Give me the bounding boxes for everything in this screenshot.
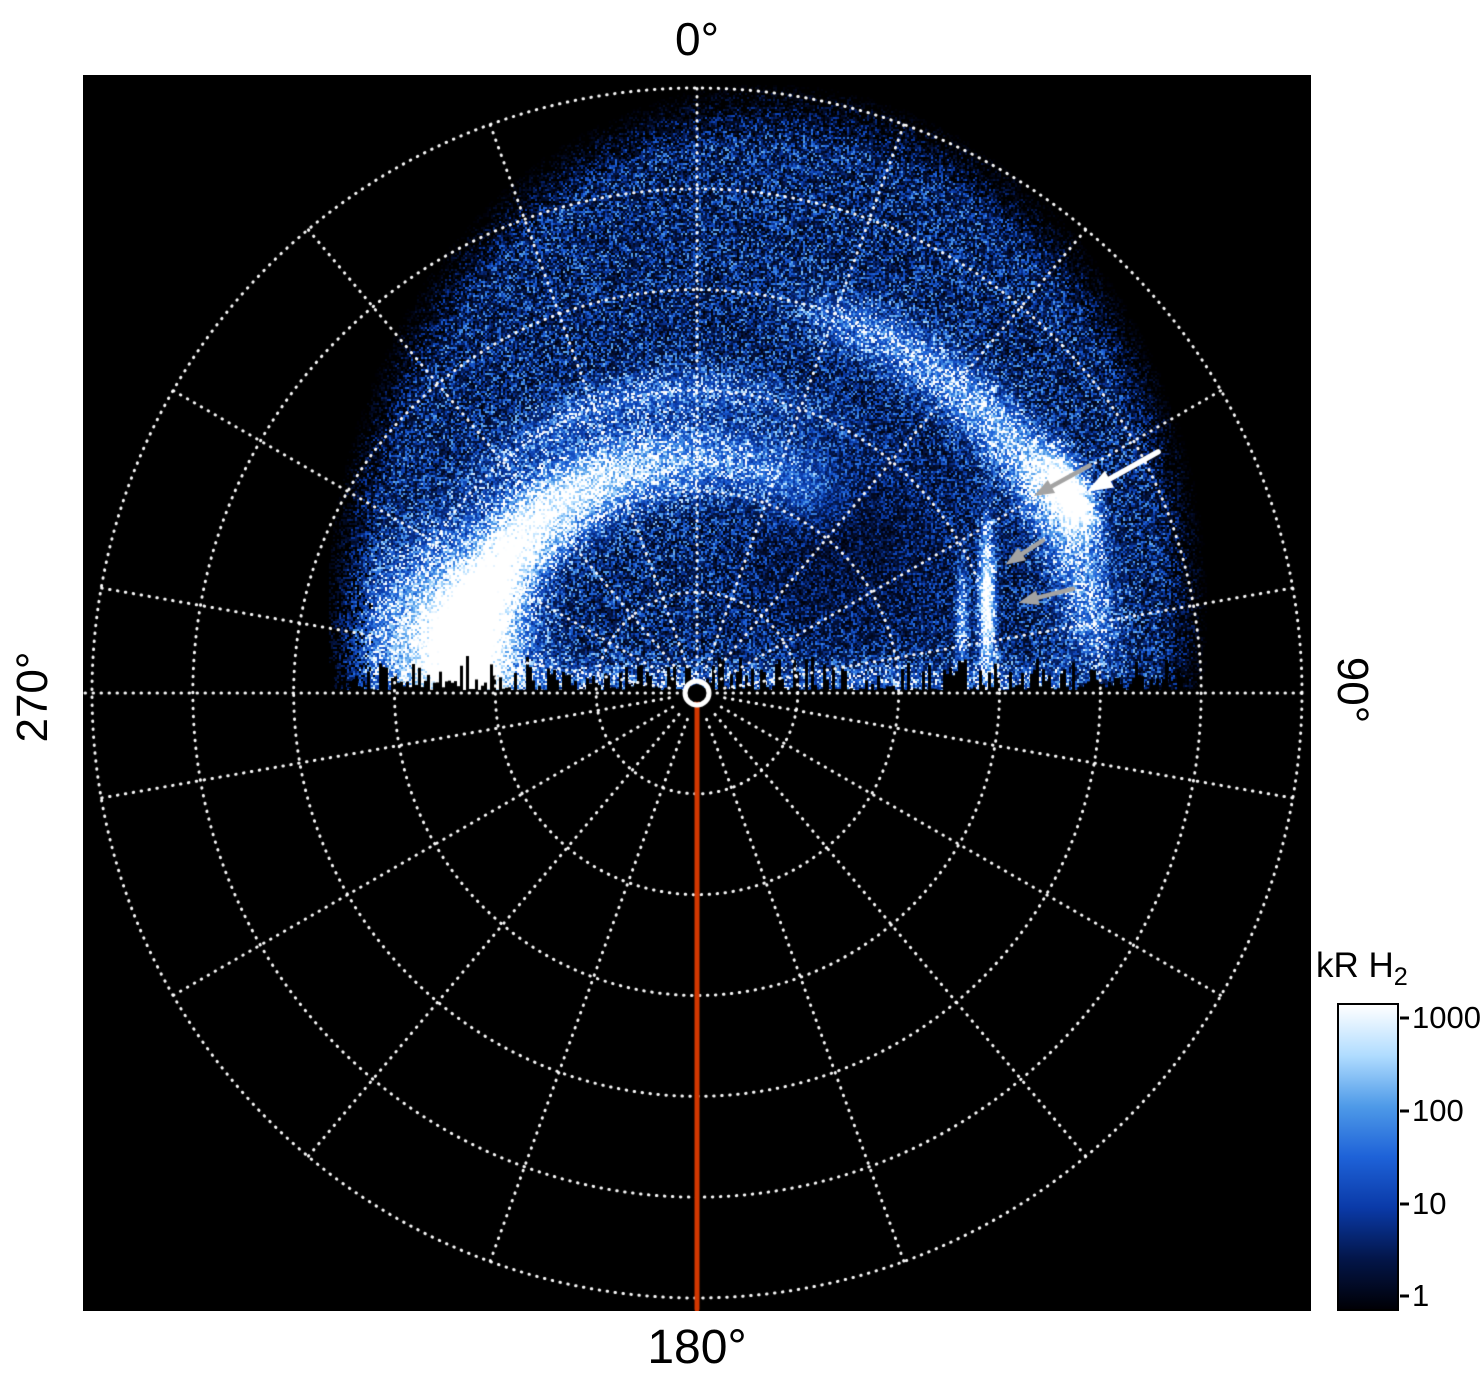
- colorbar-title: kR H2: [1316, 946, 1408, 992]
- colorbar-tick-mark: [1400, 1202, 1409, 1206]
- colorbar-title-main: kR H: [1316, 946, 1394, 985]
- angle-label-270: 270°: [8, 651, 57, 743]
- colorbar-tick-label: 100: [1412, 1093, 1464, 1129]
- angle-label-90: 90°: [1328, 656, 1377, 724]
- colorbar-tick-label: 1000: [1412, 1000, 1481, 1036]
- colorbar-tick-mark: [1400, 1109, 1409, 1113]
- angle-label-180: 180°: [647, 1321, 747, 1374]
- colorbar-tick-mark: [1400, 1016, 1409, 1020]
- angle-label-0: 0°: [675, 13, 719, 65]
- colorbar-title-subscript: 2: [1393, 963, 1408, 991]
- colorbar-gradient: [1337, 1003, 1399, 1311]
- colorbar-tick-labels: 1000 100 10 1: [1412, 1000, 1481, 1313]
- colorbar-tick-mark: [1400, 1294, 1409, 1298]
- colorbar-tick-label: 1: [1412, 1277, 1430, 1313]
- polar-heatmap-canvas: [83, 75, 1311, 1311]
- colorbar-tick-label: 10: [1412, 1185, 1447, 1221]
